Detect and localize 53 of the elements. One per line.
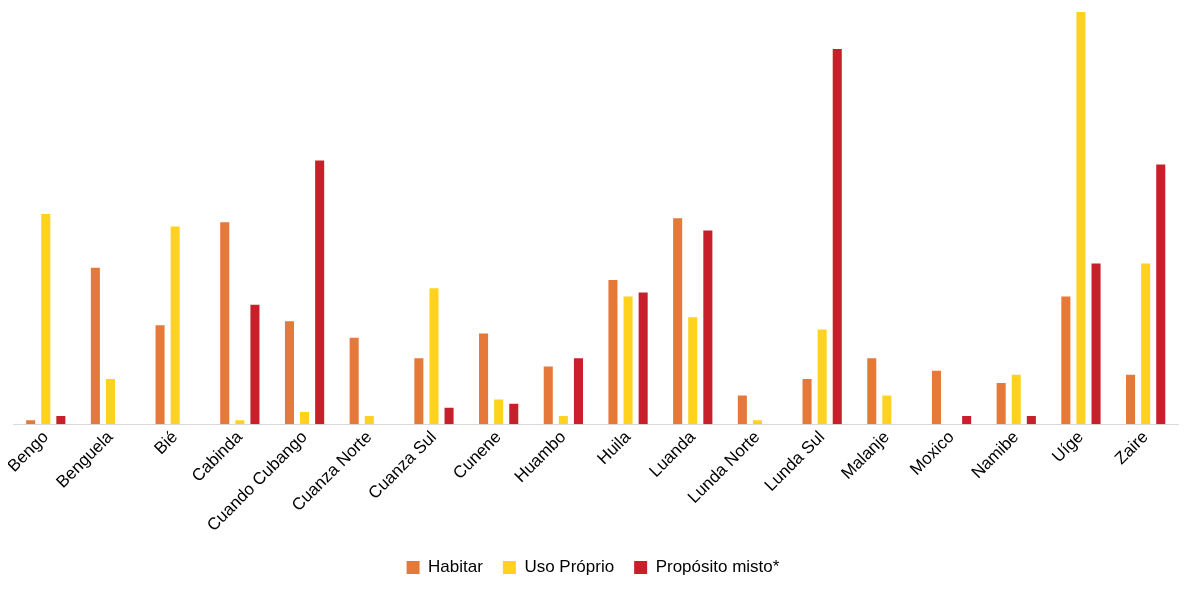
legend-label: Uso Próprio [524, 557, 615, 577]
bar [737, 395, 747, 425]
bar [962, 416, 972, 425]
bar [802, 378, 812, 425]
bar [220, 222, 230, 425]
bar [543, 366, 553, 425]
bar [1011, 374, 1021, 425]
bar [1156, 164, 1166, 425]
bar [1061, 296, 1071, 425]
bar [867, 358, 877, 425]
bar [300, 411, 310, 425]
bar [1141, 263, 1151, 425]
bar [90, 267, 100, 425]
bar [429, 288, 439, 425]
bar [558, 416, 568, 425]
bar [105, 378, 115, 425]
bar [931, 370, 941, 425]
bar [479, 333, 489, 425]
bar [494, 399, 504, 425]
bar [315, 160, 325, 425]
bar [882, 395, 892, 425]
bar [1091, 263, 1101, 425]
bar [56, 416, 66, 425]
bar [349, 337, 359, 425]
legend-label: Propósito misto* [655, 557, 780, 577]
bar [364, 416, 374, 425]
x-tick-label: Bié [150, 427, 182, 459]
bar [573, 358, 583, 425]
bar [509, 403, 519, 425]
bar [623, 296, 633, 425]
bar [155, 325, 165, 425]
bar [284, 321, 294, 425]
bar [996, 383, 1006, 425]
bar [752, 420, 762, 425]
bar [1076, 12, 1086, 425]
bar [444, 407, 454, 425]
bar [26, 420, 36, 425]
bar [832, 49, 842, 425]
bar [638, 292, 648, 425]
bar [414, 358, 424, 425]
bar [235, 420, 245, 425]
legend-label: Habitar [428, 557, 484, 577]
bar [170, 226, 180, 425]
bar [41, 214, 51, 425]
bar [688, 317, 698, 425]
bar [250, 304, 260, 425]
bar [817, 329, 827, 425]
bar [608, 280, 618, 425]
bar [1026, 416, 1036, 425]
bar [1126, 374, 1136, 425]
bar [673, 218, 683, 425]
x-tick-label: Uíge [1048, 427, 1088, 467]
bar [703, 230, 713, 425]
